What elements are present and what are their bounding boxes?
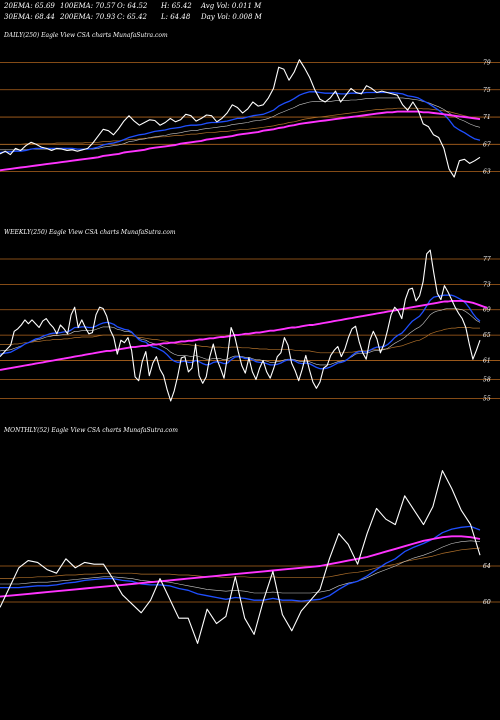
stat-open: O: 64.52 [117,2,148,10]
stat-close: C: 65.42 [117,13,148,21]
weekly-200ema-line [0,299,488,371]
monthly-100ema-line [0,547,481,579]
weekly-price-line [0,249,481,402]
monthly-tick-label: 60 [483,599,491,606]
monthly-panel: MONTHLY(52) Eagle View CSA charts Munafa… [0,427,500,644]
daily-tick-label: 75 [483,87,491,94]
daily-tick-label: 67 [483,141,491,148]
weekly-100ema-line [0,327,480,354]
daily-200ema-line [0,110,481,172]
daily-panel: DAILY(250) Eagle View CSA charts MunafaS… [0,32,500,178]
stat-low: L: 64.48 [160,13,191,21]
stat-avg-vol: Avg Vol: 0.011 M [200,2,262,10]
daily-20ema-line [0,91,481,154]
daily-tick-label: 79 [483,59,491,66]
monthly-200ema-line [0,535,481,598]
daily-panel-label: DAILY(250) Eagle View CSA charts MunafaS… [3,32,168,39]
daily-100ema-line [0,107,481,145]
weekly-tick-label: 77 [483,256,491,263]
weekly-tick-label: 61 [483,357,491,364]
stat-high: H: 65.42 [160,2,192,10]
weekly-panel: WEEKLY(250) Eagle View CSA charts Munafa… [0,229,500,402]
stat-200ema: 200EMA: 70.93 [59,13,116,21]
monthly-price-line [0,470,481,644]
stat-20ema: 20EMA: 65.69 [3,2,55,10]
weekly-tick-label: 65 [483,332,491,339]
monthly-panel-label: MONTHLY(52) Eagle View CSA charts Munafa… [3,427,178,434]
weekly-tick-label: 55 [483,395,491,402]
weekly-tick-label: 69 [483,307,491,314]
monthly-tick-label: 64 [483,563,491,570]
stat-day-vol: Day Vol: 0.008 M [200,13,263,21]
header-stats: 20EMA: 65.69 100EMA: 70.57 O: 64.52 H: 6… [3,2,263,21]
monthly-30ema-line [0,540,481,594]
daily-tick-label: 71 [483,114,491,121]
weekly-panel-label: WEEKLY(250) Eagle View CSA charts Munafa… [4,229,176,236]
stat-30ema: 30EMA: 68.44 [4,13,55,21]
weekly-tick-label: 73 [483,281,491,288]
stat-100ema: 100EMA: 70.57 [60,2,116,10]
daily-tick-label: 63 [483,169,491,176]
daily-price-line [0,59,481,178]
weekly-tick-label: 58 [483,376,491,383]
